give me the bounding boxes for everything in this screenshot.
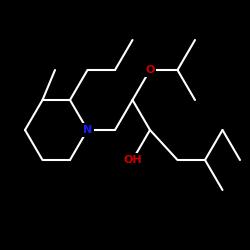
Text: OH: OH	[123, 155, 142, 165]
Text: O: O	[145, 65, 155, 75]
Text: N: N	[83, 125, 92, 135]
